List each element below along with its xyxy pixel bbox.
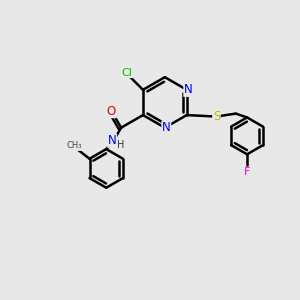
- Text: CH₃: CH₃: [67, 142, 83, 151]
- Text: F: F: [244, 167, 250, 177]
- Text: O: O: [107, 105, 116, 118]
- Text: N: N: [162, 121, 171, 134]
- Text: N: N: [184, 83, 193, 96]
- Text: S: S: [213, 110, 220, 123]
- Text: N: N: [108, 134, 117, 147]
- Text: H: H: [117, 140, 124, 150]
- Text: Cl: Cl: [122, 68, 133, 78]
